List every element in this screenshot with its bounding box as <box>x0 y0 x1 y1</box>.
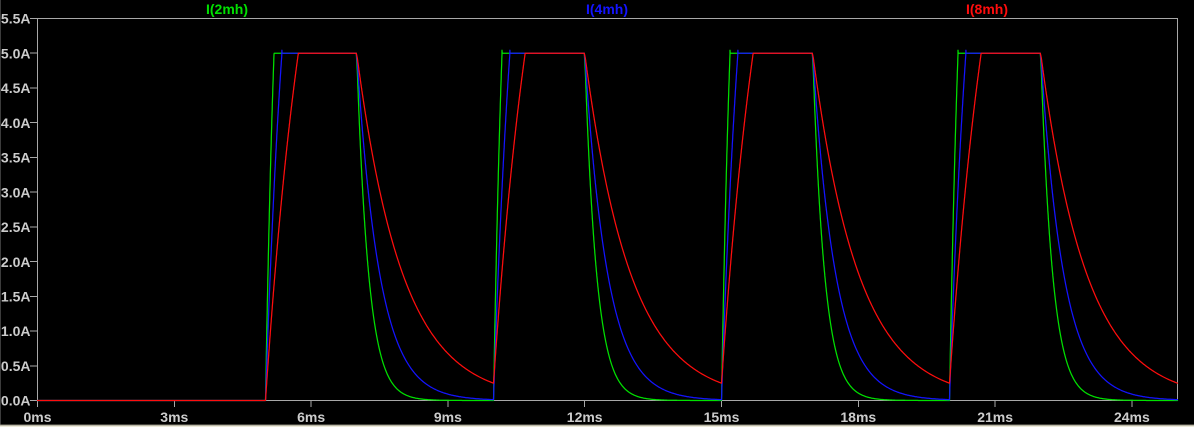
svg-text:I(2mh): I(2mh) <box>206 1 248 17</box>
svg-text:I(4mh): I(4mh) <box>586 1 628 17</box>
svg-text:3.0A: 3.0A <box>1 184 31 200</box>
svg-text:2.5A: 2.5A <box>1 219 31 235</box>
svg-text:4.5A: 4.5A <box>1 80 31 96</box>
svg-text:0.5A: 0.5A <box>1 358 31 374</box>
svg-text:6ms: 6ms <box>297 409 325 425</box>
svg-text:2.0A: 2.0A <box>1 254 31 270</box>
svg-text:4.0A: 4.0A <box>1 115 31 131</box>
svg-text:0ms: 0ms <box>23 409 51 425</box>
svg-text:0.0A: 0.0A <box>1 393 31 409</box>
svg-text:5.0A: 5.0A <box>1 45 31 61</box>
svg-text:12ms: 12ms <box>567 409 603 425</box>
svg-text:3ms: 3ms <box>160 409 188 425</box>
svg-text:1.0A: 1.0A <box>1 323 31 339</box>
svg-text:18ms: 18ms <box>840 409 876 425</box>
svg-text:I(8mh): I(8mh) <box>966 1 1008 17</box>
svg-text:1.5A: 1.5A <box>1 289 31 305</box>
svg-text:24ms: 24ms <box>1114 409 1150 425</box>
svg-text:5.5A: 5.5A <box>1 11 31 27</box>
svg-text:15ms: 15ms <box>704 409 740 425</box>
svg-text:3.5A: 3.5A <box>1 150 31 166</box>
svg-text:9ms: 9ms <box>434 409 462 425</box>
svg-text:21ms: 21ms <box>977 409 1013 425</box>
